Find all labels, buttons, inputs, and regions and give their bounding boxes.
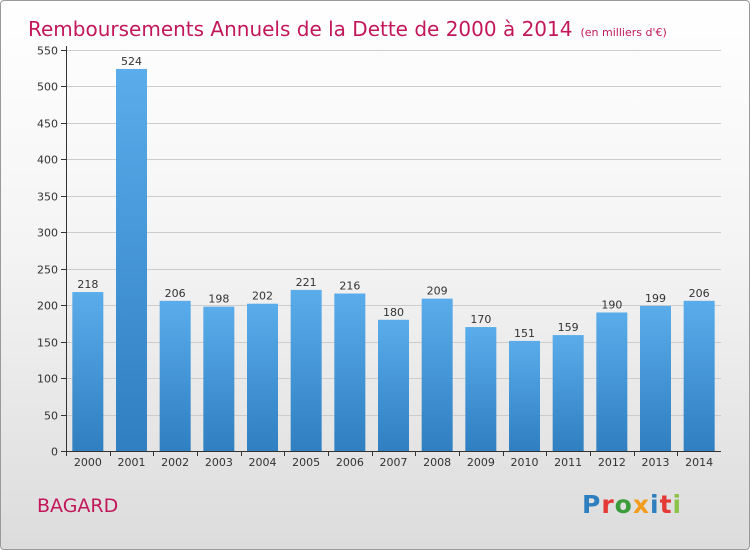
data-label: 209 xyxy=(427,285,448,298)
y-tick-labels: 0 50 100 150 200 250 300 350 400 450 500 550 xyxy=(37,45,58,459)
data-label: 198 xyxy=(208,293,229,306)
bar xyxy=(509,340,540,451)
y-tick-label: 100 xyxy=(37,373,58,386)
bar xyxy=(683,300,715,451)
data-label: 218 xyxy=(77,278,98,291)
brand-letter: r xyxy=(601,490,615,519)
x-tick-label: 2010 xyxy=(511,456,539,469)
x-tick-label: 2012 xyxy=(598,456,626,469)
brand-letter: t xyxy=(659,490,673,519)
y-tick-label: 300 xyxy=(37,227,58,240)
y-tick-label: 400 xyxy=(37,154,58,167)
x-tick-label: 2000 xyxy=(74,456,102,469)
y-tick-label: 500 xyxy=(37,81,58,94)
bar xyxy=(596,312,628,451)
y-tick-label: 0 xyxy=(51,446,58,459)
data-label: 170 xyxy=(470,313,491,326)
y-tick-label: 150 xyxy=(37,337,58,350)
x-tick-label: 2008 xyxy=(423,456,451,469)
data-label: 151 xyxy=(514,327,535,340)
brand-letter: P xyxy=(582,490,602,519)
chart-title-block: Remboursements Annuels de la Dette de 20… xyxy=(28,6,667,44)
y-tick-label: 550 xyxy=(37,45,58,58)
brand-letter: i xyxy=(650,490,660,519)
y-tick-label: 350 xyxy=(37,191,58,204)
bar xyxy=(290,289,322,451)
brand-letter: i xyxy=(672,490,683,519)
y-tick-label: 200 xyxy=(37,300,58,313)
data-label: 180 xyxy=(383,306,404,319)
x-tick-label: 2014 xyxy=(685,456,713,469)
bar xyxy=(552,335,584,451)
bar xyxy=(116,68,147,451)
bars xyxy=(72,68,715,451)
data-label: 206 xyxy=(689,287,710,300)
data-label: 199 xyxy=(645,292,666,305)
x-tick-label: 2005 xyxy=(292,456,320,469)
bar xyxy=(334,293,366,451)
x-tick-label: 2004 xyxy=(249,456,277,469)
bar xyxy=(72,292,104,451)
data-label: 206 xyxy=(165,287,186,300)
chart-title: Remboursements Annuels de la Dette de 20… xyxy=(28,17,573,41)
y-tick-label: 450 xyxy=(37,118,58,131)
data-label: 216 xyxy=(339,280,360,293)
place-name: BAGARD xyxy=(37,495,119,517)
data-label: 190 xyxy=(601,298,622,311)
bar xyxy=(203,306,235,451)
brand-letter: o xyxy=(614,490,633,519)
y-tick-label: 250 xyxy=(37,264,58,277)
x-tick-labels: 2000 2001 2002 2003 2004 2005 2006 2007 2008 2009… xyxy=(74,456,713,469)
data-label: 202 xyxy=(252,290,273,303)
bar xyxy=(640,305,671,451)
data-label: 159 xyxy=(558,321,579,334)
x-tick-label: 2006 xyxy=(336,456,364,469)
x-tick-label: 2011 xyxy=(554,456,582,469)
bar xyxy=(465,327,497,451)
brand-letter: x xyxy=(632,490,650,519)
bar xyxy=(159,300,191,451)
axes xyxy=(61,46,721,456)
bar xyxy=(421,298,453,451)
x-tick-label: 2009 xyxy=(467,456,495,469)
x-tick-label: 2001 xyxy=(118,456,146,469)
chart-unit: (en milliers d'€) xyxy=(580,26,667,39)
data-label: 524 xyxy=(121,55,142,68)
data-labels: 218 524 206 198 202 221 216 180 209 170 151 159 190 1… xyxy=(77,55,709,340)
brand-logo: Proxiti xyxy=(582,490,682,519)
y-tick-label: 50 xyxy=(44,410,58,423)
data-label: 221 xyxy=(296,276,317,289)
x-tick-label: 2007 xyxy=(380,456,408,469)
x-tick-label: 2013 xyxy=(642,456,670,469)
bar xyxy=(378,319,409,451)
bar xyxy=(247,303,278,451)
x-tick-label: 2002 xyxy=(161,456,189,469)
x-tick-label: 2003 xyxy=(205,456,233,469)
